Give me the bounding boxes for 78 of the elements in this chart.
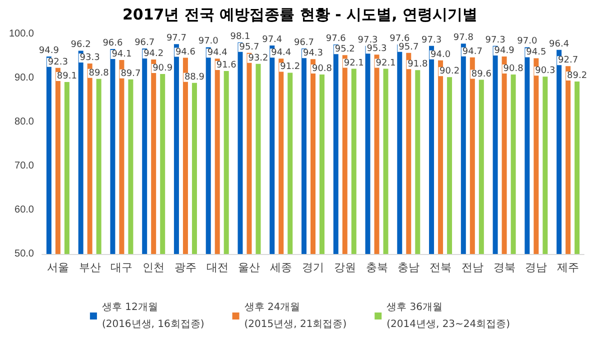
data-label: 94.9: [494, 46, 515, 56]
data-label: 90.8: [312, 64, 332, 74]
data-label: 97.3: [485, 35, 506, 46]
x-tick-label: 광주: [174, 261, 196, 274]
x-tick-label: 인천: [142, 261, 165, 274]
x-tick-label: 세종: [270, 261, 292, 274]
x-tick-label: 경북: [493, 261, 516, 274]
data-label: 94.5: [526, 48, 546, 58]
data-label: 97.7: [166, 34, 186, 44]
data-label: 93.3: [80, 52, 100, 63]
y-tick-label: 50.0: [14, 248, 34, 260]
data-label: 94.9: [38, 46, 60, 56]
data-label: 93.2: [248, 53, 268, 64]
data-label: 94.3: [302, 48, 324, 59]
data-label: 94.2: [144, 49, 164, 60]
data-label: 89.6: [471, 69, 492, 80]
data-label: 97.3: [422, 35, 442, 46]
data-label: 89.2: [567, 71, 588, 82]
data-label: 88.9: [184, 72, 205, 82]
data-label: 92.1: [376, 58, 396, 68]
data-label: 92.7: [558, 56, 578, 66]
data-label: 90.2: [440, 66, 460, 77]
data-label: 96.7: [294, 38, 314, 48]
data-label: 91.8: [408, 60, 428, 70]
legend-label: 생후 36개월 (2014년생, 23~24회접종): [386, 302, 510, 330]
data-label: 95.7: [398, 42, 419, 52]
data-label: 90.9: [152, 64, 173, 74]
data-label: 94.1: [112, 49, 132, 60]
data-label: 91.6: [216, 60, 237, 70]
data-label: 92.1: [344, 58, 364, 68]
x-tick-label: 부산: [78, 261, 101, 274]
data-label: 97.6: [390, 34, 410, 44]
data-label: 96.6: [102, 38, 123, 48]
data-label: 95.3: [366, 44, 387, 54]
x-tick-label: 강원: [334, 261, 356, 274]
x-tick-label: 충북: [366, 261, 388, 274]
data-label: 94.0: [430, 50, 451, 60]
data-label: 89.1: [56, 71, 77, 82]
data-label: 92.3: [48, 57, 68, 68]
data-label: 89.8: [88, 68, 110, 78]
x-tick-label: 충남: [398, 261, 420, 274]
chart-title: 2017년 전국 예방접종률 현황 - 시도별, 연령시기별: [122, 6, 478, 24]
legend-label: 생후 12개월 (2016년생, 16회접종): [102, 302, 204, 330]
data-label: 94.4: [271, 48, 292, 58]
y-tick-label: 100.0: [8, 28, 34, 40]
x-tick-label: 경기: [302, 261, 324, 274]
x-tick-label: 울산: [238, 261, 260, 274]
data-label: 95.7: [239, 42, 260, 52]
data-label: 94.7: [462, 46, 482, 57]
data-label: 89.7: [120, 68, 141, 79]
data-label: 98.1: [230, 32, 250, 42]
x-tick-label: 전북: [430, 261, 452, 274]
legend-label: 생후 24개월 (2015년생, 21회접종): [244, 302, 347, 330]
data-label: 97.0: [198, 36, 219, 47]
y-tick-label: 60.0: [14, 204, 34, 216]
data-label: 96.4: [549, 39, 570, 50]
data-label: 96.2: [70, 40, 91, 50]
x-tick-label: 경남: [525, 261, 548, 274]
y-tick-label: 80.0: [14, 116, 34, 128]
y-tick-label: 90.0: [14, 72, 34, 84]
x-tick-label: 대전: [206, 261, 228, 274]
x-tick-label: 서울: [46, 261, 69, 274]
x-tick-label: 대구: [110, 261, 133, 274]
data-label: 97.3: [358, 35, 378, 46]
data-label: 90.8: [503, 64, 524, 74]
data-label: 94.4: [207, 48, 228, 58]
data-label: 97.4: [262, 34, 282, 45]
data-label: 97.6: [326, 34, 346, 44]
data-label: 91.2: [280, 62, 300, 72]
data-label: 90.3: [535, 66, 556, 76]
data-label: 97.8: [453, 33, 474, 44]
data-label: 97.0: [517, 36, 538, 47]
y-tick-label: 70.0: [14, 160, 34, 172]
x-tick-label: 전남: [461, 261, 484, 274]
x-tick-label: 제주: [557, 261, 580, 274]
data-label: 95.2: [334, 44, 355, 55]
data-label: 96.7: [134, 38, 155, 48]
data-label: 94.6: [175, 47, 196, 58]
